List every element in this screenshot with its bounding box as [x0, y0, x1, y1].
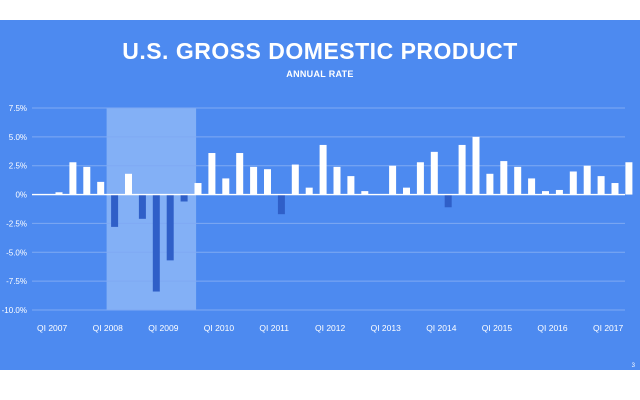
y-tick-label: -2.5%	[6, 219, 27, 228]
y-tick-label: -5.0%	[6, 248, 27, 257]
bar-q1-2010	[222, 178, 230, 195]
x-tick-label: QI 2016	[537, 323, 568, 333]
bar-q1-2013	[389, 165, 397, 195]
gdp-bar-chart: 7.5% 5.0% 2.5% 0% -2.5% -5.0% -7.5% -10.0% QI 2…	[0, 20, 640, 370]
y-tick-label: 5.0%	[9, 133, 27, 142]
bar-q4-2007	[97, 181, 105, 195]
bar-q4-2014	[486, 173, 494, 195]
bar-q3-2008	[138, 194, 146, 219]
x-tick-label: QI 2007	[37, 323, 68, 333]
x-tick-label: QI 2014	[426, 323, 457, 333]
x-tick-label: QI 2017	[593, 323, 624, 333]
x-tick-label: QI 2015	[482, 323, 513, 333]
bar-q2-2012	[347, 176, 355, 195]
bar-q3-2010	[250, 166, 258, 195]
bar-q1-2009	[166, 194, 174, 261]
bar-q4-2013	[430, 151, 438, 195]
bar-q1-2008	[111, 194, 119, 227]
bar-q4-2015	[542, 191, 549, 195]
bar-q4-2011	[319, 144, 327, 195]
bar-q2-2015	[514, 166, 522, 195]
bar-q3-2015	[528, 178, 536, 195]
bar-q3-2012	[361, 191, 369, 195]
chart-title: U.S. GROSS DOMESTIC PRODUCT	[122, 38, 518, 64]
bar-q1-2007	[55, 192, 63, 195]
bar-q2-2009	[180, 194, 188, 202]
x-tick-label: QI 2008	[93, 323, 124, 333]
y-tick-label: 0%	[15, 191, 27, 200]
bar-q1-2012	[333, 166, 341, 195]
bar-q3-2014	[472, 136, 480, 195]
bar-q2-2017	[625, 162, 633, 195]
bar-q3-2013	[416, 162, 424, 195]
y-tick-label: -7.5%	[6, 277, 27, 286]
bar-q2-2013	[403, 187, 410, 195]
bar-q4-2016	[597, 176, 605, 195]
y-tick-label: 2.5%	[9, 162, 27, 171]
chart-subtitle: ANNUAL RATE	[286, 69, 354, 79]
bar-q1-2014	[444, 194, 452, 208]
bar-q1-2017	[611, 183, 619, 195]
y-tick-label: -10.0%	[2, 306, 27, 315]
bar-q3-2016	[583, 165, 591, 195]
bar-q4-2010	[264, 169, 271, 195]
bar-q1-2016	[555, 189, 563, 195]
bar-q4-2008	[152, 194, 160, 292]
bar-q2-2008	[125, 173, 132, 195]
x-tick-label: QI 2011	[259, 323, 289, 333]
bar-q4-2009	[208, 153, 216, 195]
bar-q2-2010	[236, 153, 244, 195]
bar-q2-2007	[69, 162, 77, 195]
x-tick-label: QI 2009	[148, 323, 179, 333]
bar-q2-2016	[569, 171, 577, 195]
recession-shading	[106, 108, 197, 310]
bar-q2-2014	[458, 144, 466, 195]
x-tick-label: QI 2010	[204, 323, 235, 333]
x-tick-label: QI 2013	[371, 323, 402, 333]
bottom-margin	[0, 370, 640, 400]
bar-q3-2009	[194, 183, 202, 195]
page-number: 3	[631, 363, 635, 369]
slide-background: 7.5% 5.0% 2.5% 0% -2.5% -5.0% -7.5% -10.0% QI 2…	[0, 20, 640, 370]
bar-q3-2007	[83, 166, 91, 195]
x-tick-label: QI 2012	[315, 323, 346, 333]
bar-q2-2011	[291, 164, 299, 195]
y-tick-label: 7.5%	[9, 104, 27, 113]
bar-q3-2011	[305, 187, 313, 195]
bar-q1-2015	[500, 161, 508, 195]
bar-q1-2011	[277, 194, 285, 215]
